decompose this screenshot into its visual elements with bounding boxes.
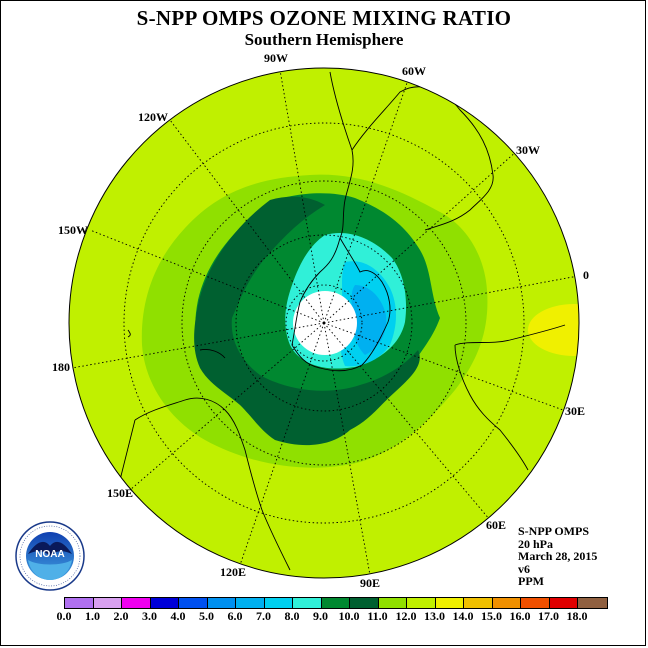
lon-label-30w: 30W	[516, 143, 540, 157]
colorbar-tick-label: 2.0	[113, 609, 129, 623]
lon-label-120e: 120E	[220, 565, 247, 579]
colorbar-swatch	[264, 598, 293, 608]
antarctica-coastline	[291, 237, 391, 372]
lon-label-60w: 60W	[402, 64, 426, 78]
pressure-level-label: 20 hPa	[518, 536, 554, 551]
lon-label-90w: 90W	[264, 51, 288, 65]
colorbar-tick-label: 3.0	[142, 609, 157, 623]
coastlines	[119, 71, 566, 571]
graticule	[71, 69, 579, 576]
colorbar-swatch	[321, 598, 350, 608]
colorbar-tick-label: 11.0	[367, 609, 388, 623]
australia-coastline	[119, 397, 291, 571]
colorbar-swatch	[407, 598, 436, 608]
colorbar-swatch	[578, 598, 607, 608]
colorbar-swatch	[122, 598, 151, 608]
colorbar-swatch	[492, 598, 521, 608]
lon-label-150e: 150E	[107, 486, 134, 500]
colorbar-swatch	[350, 598, 379, 608]
date-label: March 28, 2015	[518, 549, 598, 564]
colorbar	[64, 597, 608, 609]
colorbar-tick-label: 13.0	[424, 609, 445, 623]
map-boundary	[68, 67, 580, 579]
colorbar-tick-label: 17.0	[538, 609, 559, 623]
ozone-region-6ppm	[351, 285, 387, 355]
colorbar-tick-label: 8.0	[284, 609, 300, 623]
colorbar-tick-label: 16.0	[509, 609, 531, 623]
colorbar-swatch	[293, 598, 322, 608]
colorbar-tick-label: 5.0	[199, 609, 214, 623]
africa-coastline	[454, 324, 566, 471]
noaa-logo: NOAA	[15, 521, 85, 591]
lon-label-180: 180	[52, 360, 70, 374]
lon-label-120w: 120W	[138, 110, 168, 124]
colorbar-tick-label: 0.0	[56, 609, 72, 623]
colorbar-swatch	[549, 598, 578, 608]
new-zealand-coastline	[127, 329, 226, 359]
units-label: PPM	[518, 574, 544, 589]
colorbar-swatch	[464, 598, 493, 608]
instrument-label: S-NPP OMPS	[518, 524, 589, 538]
colorbar-swatch	[435, 598, 464, 608]
map-subtitle: Southern Hemisphere	[244, 30, 404, 49]
colorbar-swatch	[378, 598, 407, 608]
colorbar-tick-label: 6.0	[227, 609, 243, 623]
noaa-logo-text: NOAA	[35, 549, 64, 560]
lon-label-90e: 90E	[360, 576, 381, 590]
ozone-region-10ppm	[194, 196, 420, 446]
colorbar-swatch	[179, 598, 208, 608]
colorbar-swatch	[65, 598, 94, 608]
colorbar-tick-label: 9.0	[313, 609, 328, 623]
lon-label-0: 0	[583, 268, 589, 282]
colorbar-tick-label: 18.0	[566, 609, 588, 623]
colorbar-tick-label: 12.0	[395, 609, 417, 623]
colorbar-swatch	[521, 598, 550, 608]
colorbar-tick-label: 7.0	[256, 609, 271, 623]
lon-label-60e: 60E	[486, 518, 507, 532]
colorbar-swatch	[150, 598, 179, 608]
colorbar-tick-label: 10.0	[338, 609, 360, 623]
ozone-region-high	[528, 304, 579, 356]
map-title: S-NPP OMPS OZONE MIXING RATIO	[136, 6, 512, 30]
colorbar-swatch	[93, 598, 122, 608]
metadata-block: S-NPP OMPS 20 hPa March 28, 2015 v6 PPM	[518, 525, 597, 588]
version-label: v6	[518, 561, 530, 576]
lon-label-150w: 150W	[58, 223, 88, 237]
colorbar-tick-label: 4.0	[170, 609, 186, 623]
south-america-coastline	[329, 71, 494, 239]
colorbar-tick-label: 14.0	[452, 609, 474, 623]
colorbar-tick-label: 1.0	[85, 609, 100, 623]
colorbar-swatch	[236, 598, 265, 608]
colorbar-swatch	[207, 598, 236, 608]
colorbar-tick-label: 15.0	[481, 609, 502, 623]
lon-label-30e: 30E	[565, 404, 586, 418]
